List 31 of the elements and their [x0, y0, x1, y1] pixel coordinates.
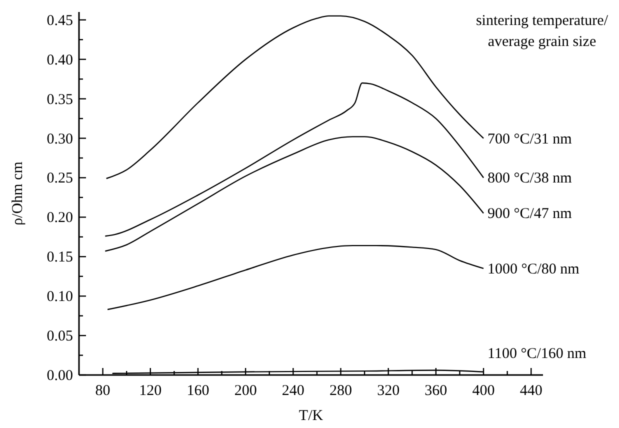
series-label: 700 °C/31 nm	[488, 131, 572, 148]
x-tick-label: 280	[329, 383, 352, 399]
series-label: 900 °C/47 nm	[488, 206, 572, 222]
x-tick-label: 200	[234, 383, 257, 399]
line-series	[104, 82, 484, 237]
x-axis-title: T/K	[298, 408, 324, 424]
y-tick-label: 0.30	[46, 131, 73, 148]
y-tick-label: 0.25	[46, 170, 73, 187]
y-tick-label: 0.45	[46, 12, 73, 29]
y-tick-label: 0.40	[46, 52, 73, 68]
legend-title: sintering temperature/ average grain size	[476, 13, 609, 50]
line-series	[106, 244, 484, 310]
y-axis-title: ρ/Ohm cm	[10, 161, 26, 226]
x-tick-label: 440	[520, 383, 542, 399]
series-label: 800 °C/38 nm	[488, 170, 572, 187]
line-series	[104, 136, 484, 252]
y-tick-label: 0.05	[46, 328, 73, 345]
x-tick-label: 320	[377, 383, 400, 399]
y-tick-label: 0.10	[46, 289, 73, 306]
y-tick-label: 0.20	[46, 210, 73, 226]
series-label: 1000 °C/80 nm	[488, 261, 580, 278]
x-tick-label: 400	[472, 383, 495, 399]
y-tick-label: 0.15	[46, 250, 73, 266]
x-tick-label: 240	[282, 383, 304, 399]
y-tick-label: 0.35	[46, 92, 73, 108]
series-label: 1100 °C/160 nm	[488, 346, 587, 362]
x-tick-label: 120	[139, 383, 162, 399]
x-tick-label: 360	[424, 383, 448, 399]
x-tick-label: 80	[95, 383, 110, 399]
y-tick-label: 0.00	[46, 368, 73, 384]
x-tick-label: 160	[186, 383, 210, 399]
